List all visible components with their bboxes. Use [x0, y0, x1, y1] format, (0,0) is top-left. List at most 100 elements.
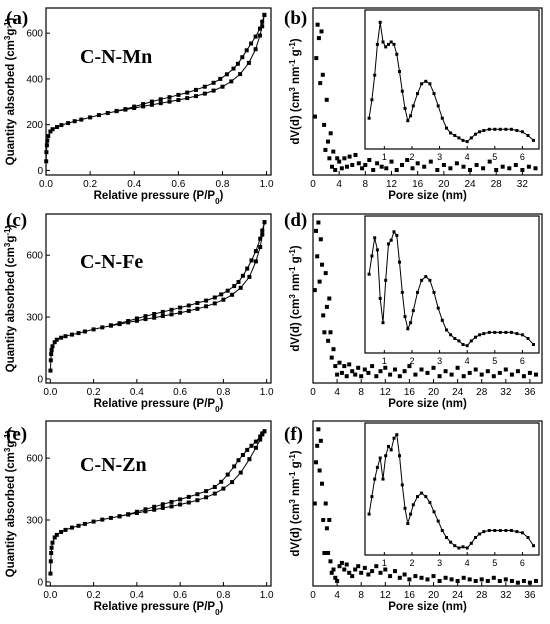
inset-point [420, 82, 424, 86]
y-tick-label: 400 [26, 74, 43, 85]
plot-frame [312, 420, 543, 587]
pore-size-point [500, 164, 505, 169]
pore-size-point [326, 338, 331, 343]
isotherm-desorption-point [178, 305, 183, 310]
inset-x-tick-label: 3 [437, 152, 442, 162]
pore-size-point [467, 577, 472, 582]
x-tick-label: 8 [363, 179, 369, 190]
inset-point [416, 495, 419, 499]
x-tick-label: 20 [428, 387, 440, 398]
inset-point [487, 330, 491, 334]
inset-point [420, 491, 424, 495]
pore-size-point [526, 164, 531, 169]
inset-point [449, 333, 453, 337]
inset-point [515, 332, 519, 336]
pore-size-point [321, 518, 326, 522]
isotherm-desorption-point [114, 108, 119, 113]
pore-size-point [425, 370, 430, 375]
isotherm-adsorption-point [50, 127, 55, 132]
pore-size-point [324, 97, 329, 102]
isotherm-desorption-point [134, 509, 139, 514]
isotherm-adsorption-point [76, 331, 81, 336]
pore-size-point [326, 139, 330, 144]
inset-point [532, 544, 535, 548]
inset-point [375, 465, 379, 469]
isotherm-desorption-point [195, 301, 200, 305]
isotherm-desorption-point [204, 489, 209, 494]
pore-size-point [468, 168, 472, 172]
inset-point [465, 140, 469, 144]
inset-frame [364, 422, 540, 556]
isotherm-desorption-point [260, 431, 265, 436]
inset-point [445, 536, 448, 539]
y-tick-label: 600 [26, 454, 43, 465]
pore-size-point [422, 164, 427, 169]
pore-size-point [487, 159, 492, 164]
pore-size-point [360, 166, 365, 171]
inset-point [370, 495, 374, 499]
pore-size-point [328, 559, 333, 564]
pore-size-point [342, 567, 347, 572]
inset-x-tick-label: 4 [465, 152, 470, 162]
isotherm-desorption-point [225, 288, 230, 293]
isotherm-adsorption-point [91, 519, 96, 524]
inset-x-tick-label: 5 [492, 558, 497, 568]
x-tick-label: 0.0 [43, 387, 57, 398]
pore-size-point [353, 372, 358, 377]
plot-frame [45, 420, 272, 587]
pore-size-point [413, 574, 418, 579]
inset-point [469, 541, 473, 545]
pore-size-point [389, 159, 394, 164]
pore-size-point [333, 575, 338, 580]
inset-point [465, 546, 469, 550]
inset-point [428, 278, 432, 282]
inset-x-tick-label: 4 [465, 356, 470, 366]
material-label: C-N-Mn [80, 46, 152, 68]
pore-size-point [363, 163, 368, 167]
pore-size-point [312, 288, 317, 293]
isotherm-desorption-point [141, 102, 146, 107]
panel-label: (a) [6, 8, 28, 29]
inset-point [387, 42, 390, 46]
isotherm-desorption-point [218, 76, 223, 81]
inset-point [498, 127, 502, 131]
isotherm-adsorption-point [70, 332, 74, 337]
pore-size-point [367, 158, 372, 162]
pore-size-point [503, 577, 508, 582]
pore-size-point [509, 372, 514, 377]
inset-x-tick-label: 6 [520, 558, 525, 568]
pore-size-point [337, 159, 342, 164]
isotherm-desorption-point [232, 284, 237, 289]
inset-point [449, 540, 453, 544]
pore-size-point [329, 570, 334, 575]
inset-point [389, 448, 393, 452]
pore-size-point [331, 149, 336, 154]
inset-point [378, 456, 382, 460]
pore-size-point [425, 577, 430, 582]
isotherm-desorption-point [126, 512, 131, 517]
inset-point [398, 70, 401, 73]
y-axis-title: Quantity absorbed (cm3g-1) [3, 224, 18, 372]
inset-point [432, 290, 436, 294]
inset-point [403, 506, 407, 510]
pore-size-point [339, 370, 344, 375]
isotherm-desorption-point [232, 464, 237, 469]
isotherm-adsorption-point [49, 551, 54, 555]
isotherm-adsorption-point [195, 306, 200, 311]
isotherm-adsorption-point [45, 138, 50, 143]
isotherm-adsorption-point [186, 308, 191, 313]
pore-size-point [397, 575, 402, 580]
inset-point [398, 260, 401, 264]
inset-point [416, 92, 419, 96]
pore-size-point [317, 468, 322, 473]
x-tick-label: 4 [336, 179, 342, 190]
panel-e: (e) 0.0 0.2 0.4 0.6 0.8 1.0 Relative pressure (… [3, 420, 274, 617]
pore-size-point [428, 159, 433, 164]
pore-size-point [328, 330, 333, 335]
pore-size-point [474, 163, 479, 167]
inset-line [368, 230, 534, 347]
pore-size-point [342, 156, 347, 161]
pore-size-point [407, 364, 412, 369]
inset-point [498, 330, 502, 334]
